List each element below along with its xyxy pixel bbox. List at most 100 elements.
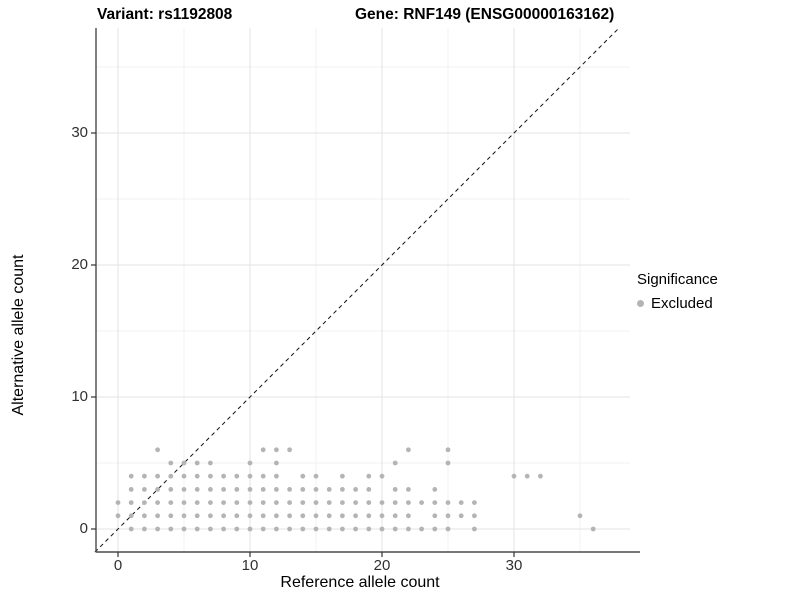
- data-point: [406, 500, 411, 505]
- data-point: [247, 526, 253, 532]
- data-point: [300, 487, 306, 492]
- data-point: [142, 526, 147, 532]
- data-point: [524, 473, 530, 479]
- data-point: [445, 447, 451, 453]
- data-point: [142, 473, 147, 479]
- data-point: [432, 526, 438, 532]
- data-point: [353, 513, 358, 519]
- data-point: [274, 513, 279, 519]
- data-point: [274, 447, 279, 453]
- y-axis-label: Alternative allele count: [10, 254, 27, 416]
- data-point: [274, 460, 279, 466]
- x-tick-label-0: 0: [113, 557, 123, 574]
- data-point: [181, 500, 187, 505]
- data-point: [379, 526, 385, 532]
- data-point: [142, 500, 147, 505]
- data-point: [221, 513, 227, 519]
- y-tick-label-0: 0: [79, 520, 88, 537]
- data-point: [287, 526, 292, 532]
- data-point: [274, 473, 279, 479]
- data-point: [247, 460, 253, 466]
- data-point: [234, 473, 240, 479]
- data-point: [419, 526, 424, 532]
- data-point: [340, 526, 345, 532]
- data-point: [260, 526, 266, 532]
- data-point: [313, 526, 319, 532]
- data-point: [300, 500, 306, 505]
- data-point: [115, 513, 121, 519]
- data-point: [366, 526, 372, 532]
- data-point: [340, 513, 345, 519]
- data-point: [577, 513, 583, 519]
- data-point: [208, 473, 213, 479]
- data-point: [194, 513, 200, 519]
- data-point: [221, 487, 227, 492]
- data-point: [445, 460, 451, 466]
- y-tick-label-30: 30: [71, 124, 88, 141]
- data-point: [142, 513, 147, 519]
- data-point: [128, 513, 134, 519]
- data-point: [406, 447, 411, 453]
- x-tick-label-20: 20: [373, 557, 391, 574]
- data-point: [221, 500, 227, 505]
- data-point: [274, 500, 279, 505]
- data-point: [128, 487, 134, 492]
- data-point: [128, 473, 134, 479]
- data-point: [326, 526, 332, 532]
- data-point: [287, 487, 292, 492]
- data-point: [181, 487, 187, 492]
- data-point: [247, 513, 253, 519]
- data-point: [260, 473, 266, 479]
- x-axis-label: Reference allele count: [280, 574, 440, 591]
- data-point: [194, 460, 200, 466]
- data-point: [221, 473, 227, 479]
- data-point: [326, 513, 332, 519]
- data-point: [458, 500, 464, 505]
- data-point: [208, 487, 213, 492]
- data-point: [379, 513, 385, 519]
- data-point: [300, 513, 306, 519]
- data-point: [366, 473, 372, 479]
- data-point: [392, 500, 398, 505]
- data-point: [234, 526, 240, 532]
- data-point: [432, 487, 438, 492]
- excluded-point-icon: [637, 300, 644, 307]
- data-point: [208, 500, 213, 505]
- data-point: [155, 526, 161, 532]
- plot-title-variant: Variant: rs1192808: [97, 6, 233, 23]
- data-point: [353, 526, 358, 532]
- data-point: [260, 447, 266, 453]
- data-point: [155, 500, 161, 505]
- data-point: [142, 487, 147, 492]
- data-point: [168, 526, 174, 532]
- data-point: [287, 513, 292, 519]
- data-point: [366, 487, 372, 492]
- data-point: [194, 473, 200, 479]
- data-point: [340, 473, 345, 479]
- data-point: [155, 513, 161, 519]
- data-point: [590, 526, 596, 532]
- data-point: [458, 513, 464, 519]
- data-point: [340, 487, 345, 492]
- legend-item-label: Excluded: [651, 295, 713, 312]
- data-point: [313, 487, 319, 492]
- data-point: [168, 500, 174, 505]
- data-point: [353, 487, 358, 492]
- x-tick-label-30: 30: [505, 557, 523, 574]
- data-point: [247, 500, 253, 505]
- data-point: [128, 526, 134, 532]
- data-point: [511, 473, 517, 479]
- data-point: [181, 526, 187, 532]
- data-point: [234, 513, 240, 519]
- data-point: [194, 487, 200, 492]
- data-point: [326, 500, 332, 505]
- x-tick-label-10: 10: [241, 557, 259, 574]
- data-point: [326, 487, 332, 492]
- plot-title-gene: Gene: RNF149 (ENSG00000163162): [355, 6, 615, 23]
- data-point: [260, 500, 266, 505]
- data-point: [419, 500, 424, 505]
- data-point: [128, 500, 134, 505]
- data-point: [221, 526, 227, 532]
- data-point: [260, 487, 266, 492]
